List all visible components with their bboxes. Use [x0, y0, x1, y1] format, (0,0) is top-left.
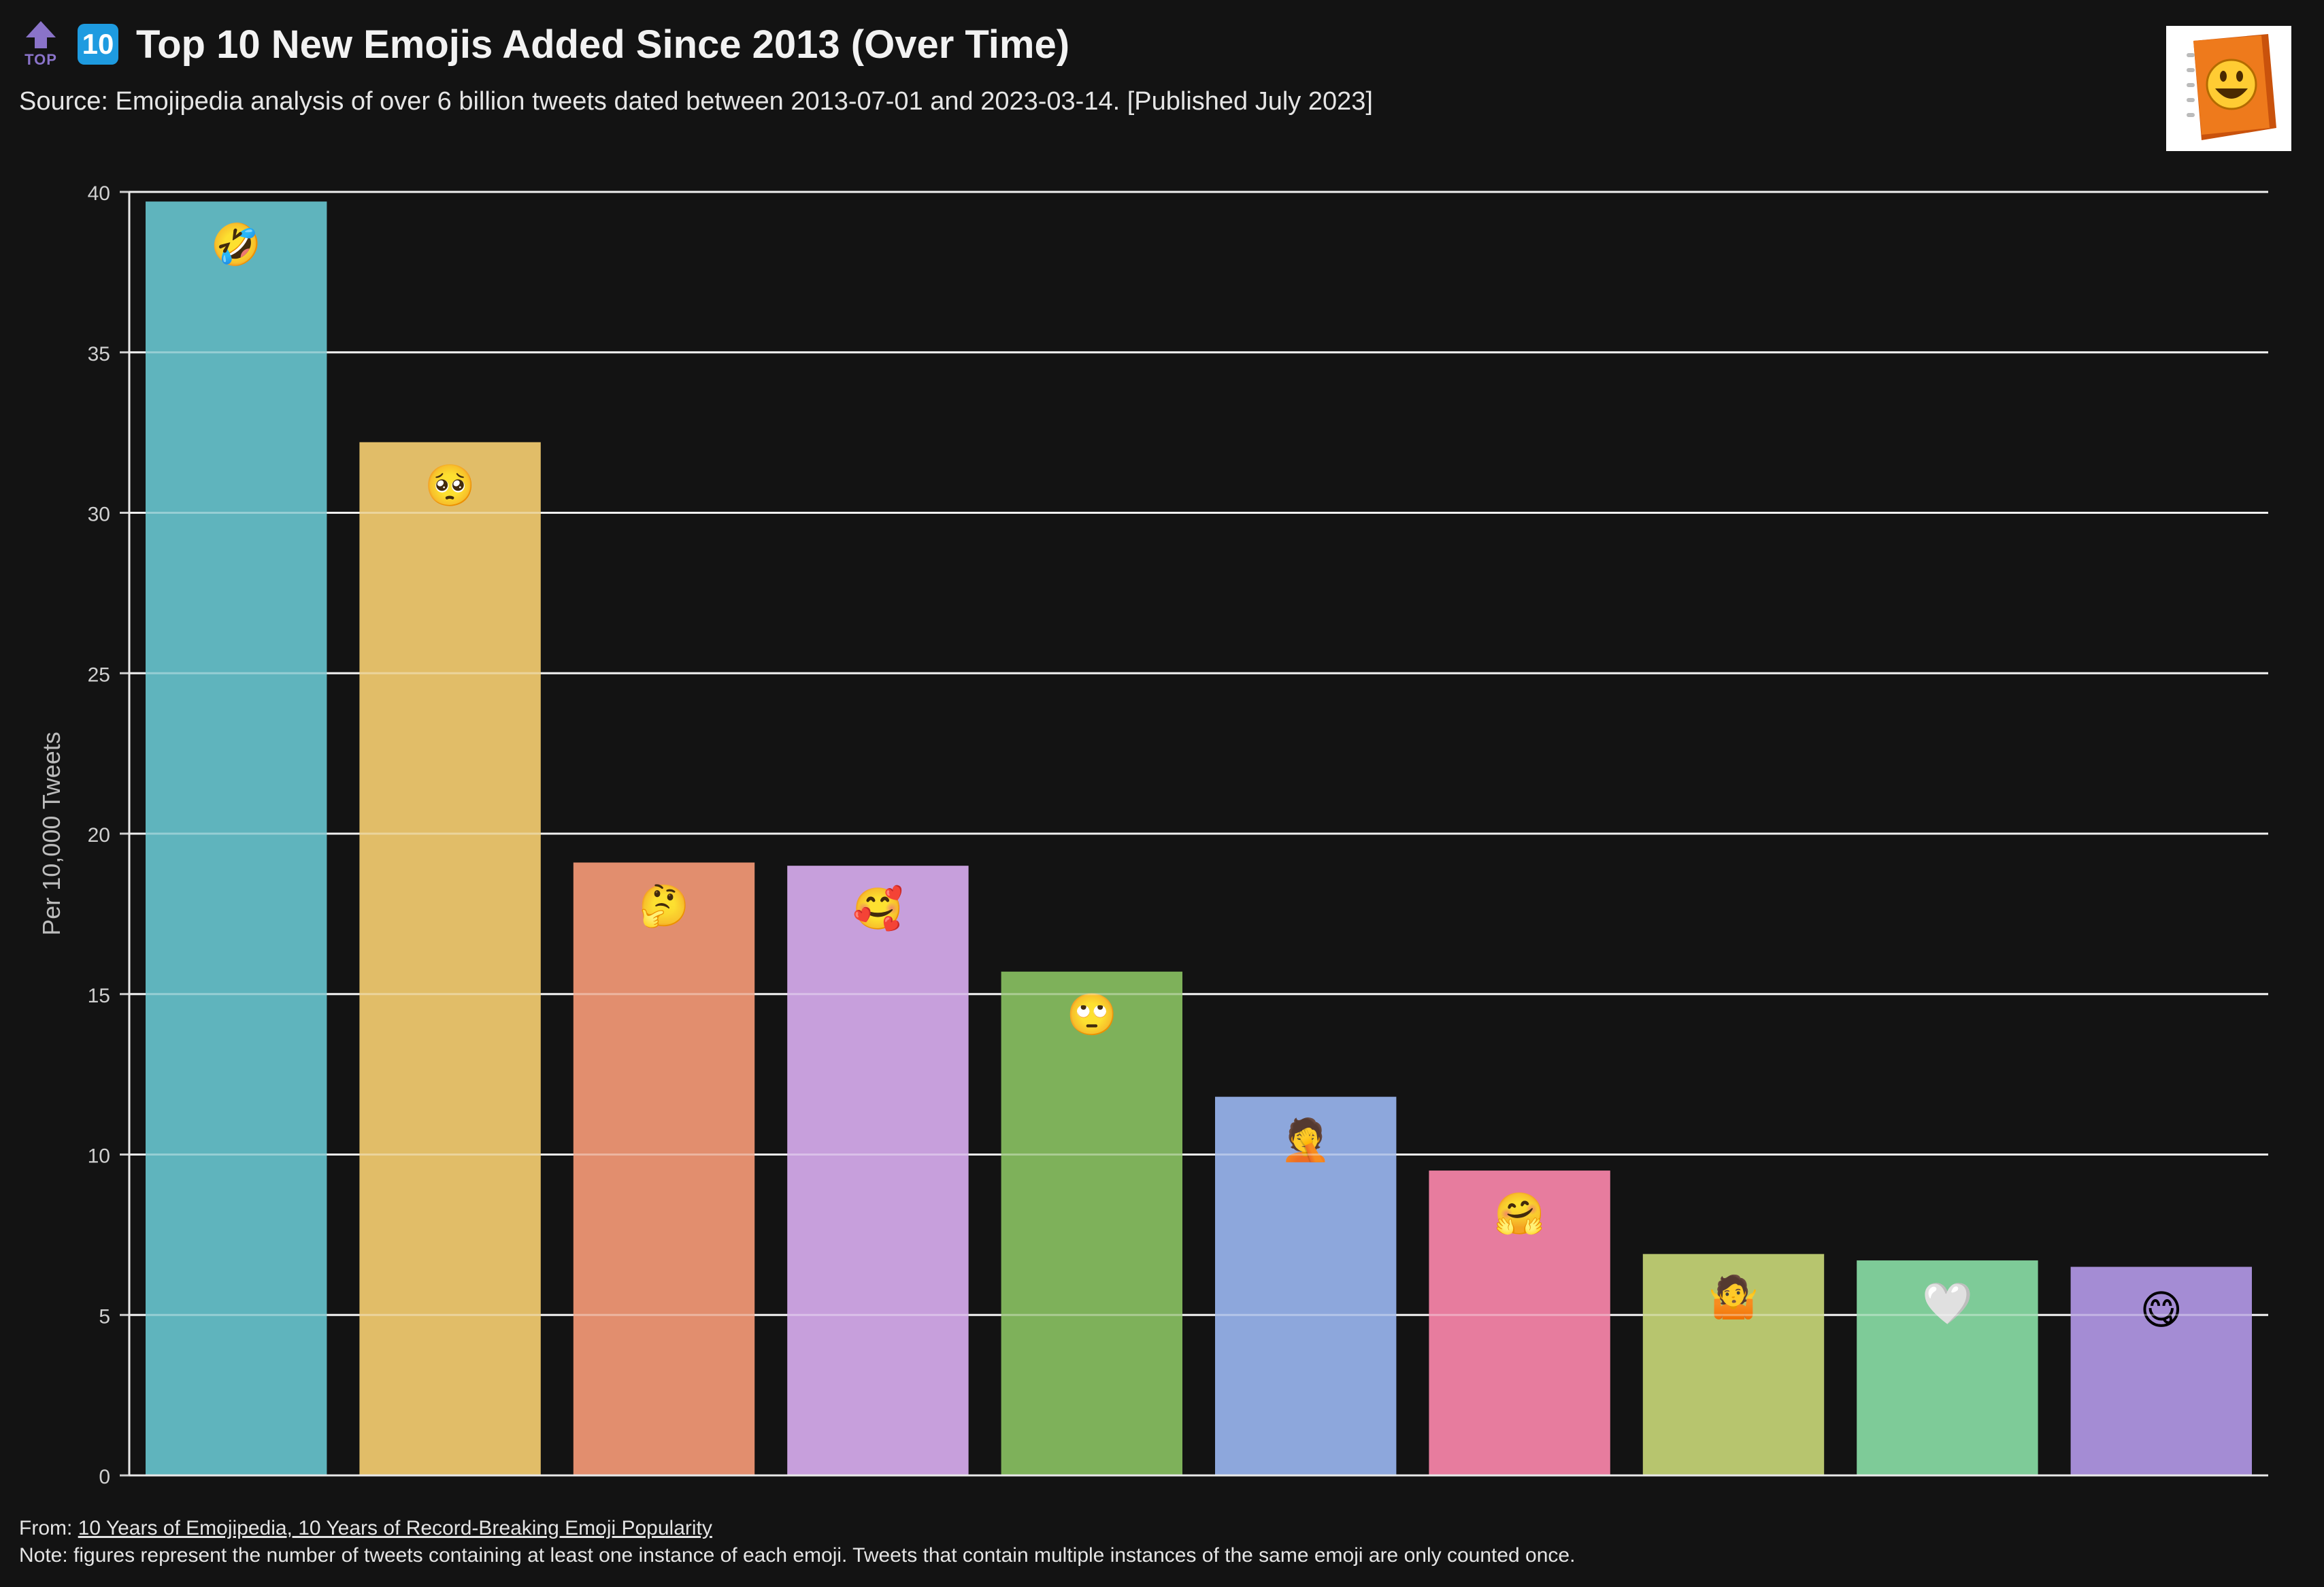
- back-to-top-label: TOP: [24, 51, 57, 68]
- bar-facepalm-emoji[interactable]: [1215, 1096, 1397, 1475]
- y-tick-label: 25: [88, 664, 110, 686]
- facepalm-emoji-icon: 🤦: [1280, 1115, 1331, 1164]
- white-heart-emoji-icon: 🤍: [1922, 1280, 1973, 1328]
- y-tick-label: 15: [88, 985, 110, 1007]
- bar-pleading-face-emoji[interactable]: [359, 442, 541, 1475]
- thinking-face-emoji-icon: 🤔: [639, 882, 690, 930]
- y-tick-label: 5: [99, 1305, 110, 1328]
- y-tick-label: 20: [88, 824, 110, 847]
- bar-shrug-emoji[interactable]: [1642, 1254, 1825, 1475]
- bar-thinking-face-emoji[interactable]: [573, 862, 755, 1475]
- y-tick-label: 40: [88, 182, 110, 205]
- bar-hugging-face-emoji[interactable]: [1429, 1171, 1610, 1475]
- bar-yum-face-emoji[interactable]: [2070, 1266, 2252, 1475]
- source-link[interactable]: 10 Years of Emojipedia, 10 Years of Reco…: [78, 1517, 712, 1539]
- y-tick-label: 35: [88, 343, 110, 365]
- yum-face-emoji-icon: 😋: [2140, 1287, 2183, 1335]
- bar-smiling-face-with-hearts-emoji[interactable]: [787, 866, 969, 1475]
- bar-white-heart-emoji[interactable]: [1857, 1260, 2038, 1475]
- hugging-face-emoji-icon: 🤗: [1494, 1190, 1545, 1238]
- bar-rolling-eyes-emoji[interactable]: [1001, 971, 1182, 1475]
- smiling-face-with-hearts-emoji-icon: 🥰: [852, 884, 903, 933]
- bar-rofl-emoji[interactable]: [146, 201, 327, 1475]
- chart-subtitle: Source: Emojipedia analysis of over 6 bi…: [19, 87, 1373, 116]
- back-to-top-icon[interactable]: TOP: [19, 17, 63, 71]
- keycap-ten-icon: 10: [78, 24, 118, 65]
- pleading-face-emoji-icon: 🥺: [425, 462, 476, 510]
- footnote: Note: figures represent the number of tw…: [19, 1544, 1576, 1567]
- chart-title: Top 10 New Emojis Added Since 2013 (Over…: [136, 22, 1070, 67]
- header: TOP 10 Top 10 New Emojis Added Since 201…: [19, 15, 2188, 116]
- y-tick-label: 0: [99, 1466, 110, 1488]
- y-tick-label: 10: [88, 1145, 110, 1168]
- y-axis-label: Per 10,000 Tweets: [37, 732, 65, 936]
- title-row: TOP 10 Top 10 New Emojis Added Since 201…: [19, 15, 2188, 73]
- emojipedia-logo-icon[interactable]: [2166, 26, 2291, 151]
- rolling-eyes-emoji-icon: 🙄: [1066, 992, 1117, 1039]
- rofl-emoji-icon: 🤣: [210, 221, 262, 270]
- footer: From: 10 Years of Emojipedia, 10 Years o…: [19, 1515, 1575, 1569]
- source-line: From: 10 Years of Emojipedia, 10 Years o…: [19, 1515, 1575, 1542]
- source-prefix: From:: [19, 1517, 78, 1539]
- y-tick-label: 30: [88, 504, 110, 526]
- shrug-emoji-icon: 🤷: [1708, 1273, 1759, 1322]
